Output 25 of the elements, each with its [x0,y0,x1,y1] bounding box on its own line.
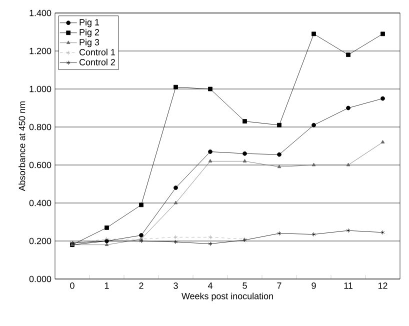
x-axis-title: Weeks post inoculation [182,292,273,302]
y-tick-label: 0.200 [29,238,52,244]
x-tick-label: 9 [312,282,316,289]
x-tick-label: 5 [242,282,247,289]
legend-label: Pig 1 [80,18,100,28]
x-tick-label: 1 [104,282,109,289]
y-tick-label: 0.000 [29,276,52,282]
x-tick-label: 3 [174,282,178,289]
x-tick-label: 11 [344,282,352,289]
legend-label: Pig 2 [80,28,100,38]
y-tick-label: 0.800 [29,124,52,130]
x-tick-label: 7 [277,282,282,289]
y-axis-title: Absorbance at 450 nm [18,102,26,192]
legend-label: Pig 3 [80,38,100,48]
y-tick-label: 0.600 [29,162,52,168]
legend-label: Control 2 [79,58,115,66]
x-tick-label: 4 [208,282,212,289]
x-tick-label: 2 [139,282,144,289]
legend-label: Control 1 [79,48,115,56]
y-tick-label: 1.200 [30,48,52,54]
x-tick-label: 12 [378,282,388,289]
x-tick-label: 0 [70,282,74,289]
y-tick-label: 1.000 [30,86,52,92]
y-tick-label: 0.400 [29,200,52,206]
y-tick-label: 1.400 [30,10,52,16]
